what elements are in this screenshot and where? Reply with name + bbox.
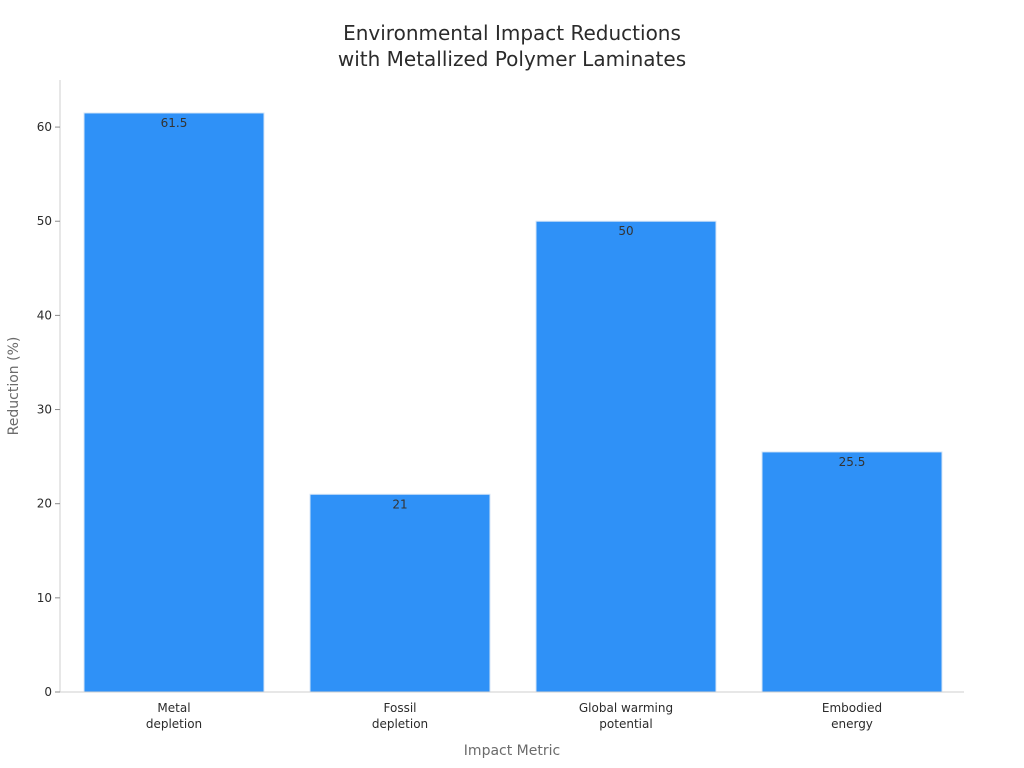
bar	[309, 493, 491, 693]
x-tick-label: Embodied	[822, 701, 882, 715]
y-tick-label: 50	[37, 214, 52, 228]
y-tick-label: 0	[44, 685, 52, 699]
bar	[83, 112, 265, 693]
x-axis-title: Impact Metric	[464, 743, 560, 759]
y-tick-label: 10	[37, 591, 52, 605]
y-tick-label: 60	[37, 120, 52, 134]
data-label: 61.5	[161, 116, 188, 130]
data-label: 21	[392, 497, 407, 511]
y-axis-title: Reduction (%)	[6, 337, 22, 436]
y-tick-label: 30	[37, 403, 52, 417]
x-tick-label: Fossil	[384, 701, 417, 715]
bars-group	[83, 112, 943, 693]
y-ticks-group: 0 10 20 30 40 50 60	[37, 120, 60, 699]
bar	[761, 451, 943, 693]
data-label: 50	[618, 224, 633, 238]
bar	[535, 220, 717, 693]
data-labels-group: 61.5 21 50 25.5	[161, 116, 866, 511]
x-tick-label: depletion	[372, 717, 428, 731]
x-tick-label: depletion	[146, 717, 202, 731]
chart-title-line-2: with Metallized Polymer Laminates	[338, 47, 686, 71]
x-tick-label: potential	[599, 717, 652, 731]
chart-title-line-1: Environmental Impact Reductions	[343, 21, 681, 45]
x-tick-label: energy	[831, 717, 873, 731]
x-tick-label: Global warming	[579, 701, 673, 715]
y-tick-label: 40	[37, 308, 52, 322]
x-tick-labels-group: Metal depletion Fossil depletion Global warm…	[146, 701, 882, 731]
x-tick-label: Metal	[157, 701, 190, 715]
y-tick-label: 20	[37, 497, 52, 511]
data-label: 25.5	[839, 455, 866, 469]
